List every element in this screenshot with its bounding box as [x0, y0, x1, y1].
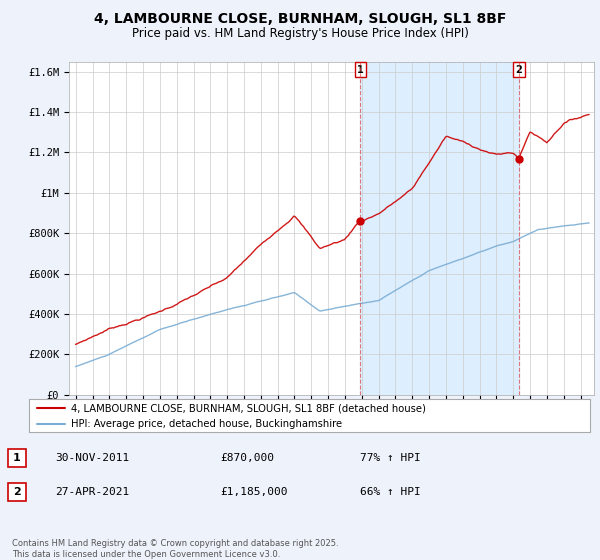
Text: 2: 2: [13, 487, 21, 497]
Text: £870,000: £870,000: [220, 452, 274, 463]
Text: Contains HM Land Registry data © Crown copyright and database right 2025.
This d: Contains HM Land Registry data © Crown c…: [12, 539, 338, 559]
Text: 1: 1: [357, 65, 364, 75]
Text: 77% ↑ HPI: 77% ↑ HPI: [360, 452, 421, 463]
Bar: [8, 483, 26, 501]
Text: 30-NOV-2011: 30-NOV-2011: [55, 452, 129, 463]
Text: £1,185,000: £1,185,000: [220, 487, 287, 497]
Text: 4, LAMBOURNE CLOSE, BURNHAM, SLOUGH, SL1 8BF (detached house): 4, LAMBOURNE CLOSE, BURNHAM, SLOUGH, SL1…: [71, 403, 426, 413]
Text: 66% ↑ HPI: 66% ↑ HPI: [360, 487, 421, 497]
Text: 2: 2: [515, 65, 522, 75]
Text: 1: 1: [13, 452, 21, 463]
Text: Price paid vs. HM Land Registry's House Price Index (HPI): Price paid vs. HM Land Registry's House …: [131, 27, 469, 40]
Bar: [361, 62, 519, 395]
Bar: [8, 449, 26, 466]
Text: HPI: Average price, detached house, Buckinghamshire: HPI: Average price, detached house, Buck…: [71, 418, 342, 428]
Text: 4, LAMBOURNE CLOSE, BURNHAM, SLOUGH, SL1 8BF: 4, LAMBOURNE CLOSE, BURNHAM, SLOUGH, SL1…: [94, 12, 506, 26]
Text: 27-APR-2021: 27-APR-2021: [55, 487, 129, 497]
